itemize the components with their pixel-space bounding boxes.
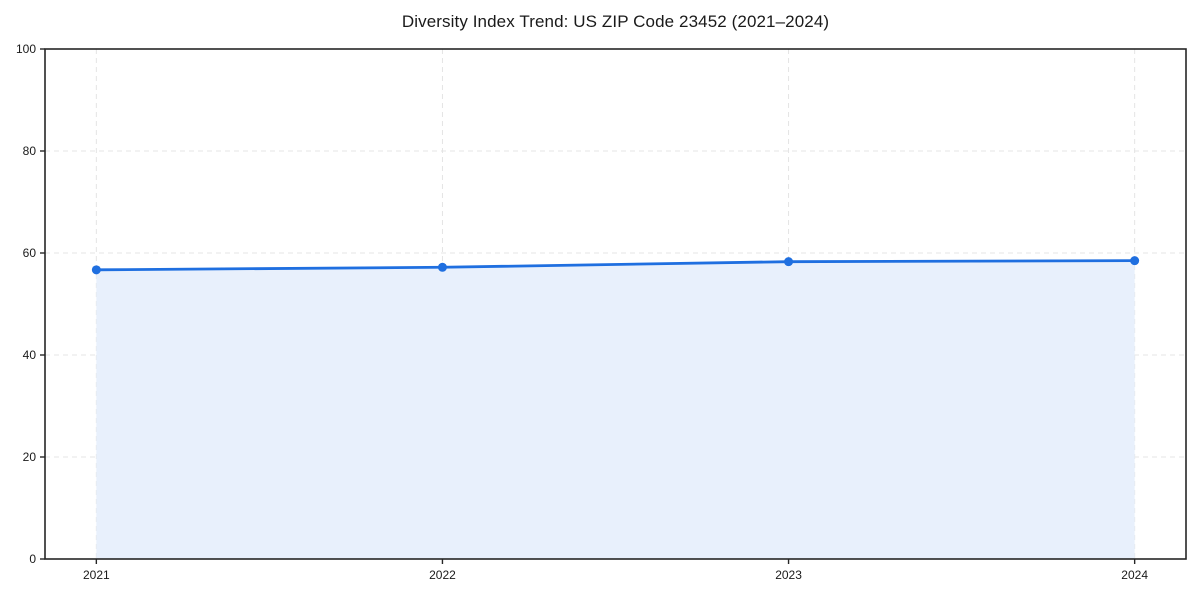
- area-fill: [96, 260, 1135, 559]
- y-tick-label: 60: [23, 246, 37, 260]
- y-tick-label: 20: [23, 450, 37, 464]
- y-tick-label: 100: [16, 42, 36, 56]
- x-tick-label: 2024: [1121, 568, 1148, 582]
- x-tick-label: 2023: [775, 568, 802, 582]
- trend-line: [94, 259, 1137, 272]
- x-tick-label: 2021: [83, 568, 110, 582]
- chart-title: Diversity Index Trend: US ZIP Code 23452…: [401, 12, 830, 31]
- data-point-2024: [1130, 256, 1140, 266]
- y-tick-label: 0: [29, 552, 36, 566]
- data-point-2022: [437, 262, 447, 272]
- plot-border: [44, 48, 1187, 560]
- y-tick-label: 80: [23, 144, 37, 158]
- x-tick-label: 2022: [429, 568, 456, 582]
- y-tick-label: 40: [23, 348, 37, 362]
- data-point-2023: [784, 257, 794, 267]
- data-point-2021: [91, 265, 101, 275]
